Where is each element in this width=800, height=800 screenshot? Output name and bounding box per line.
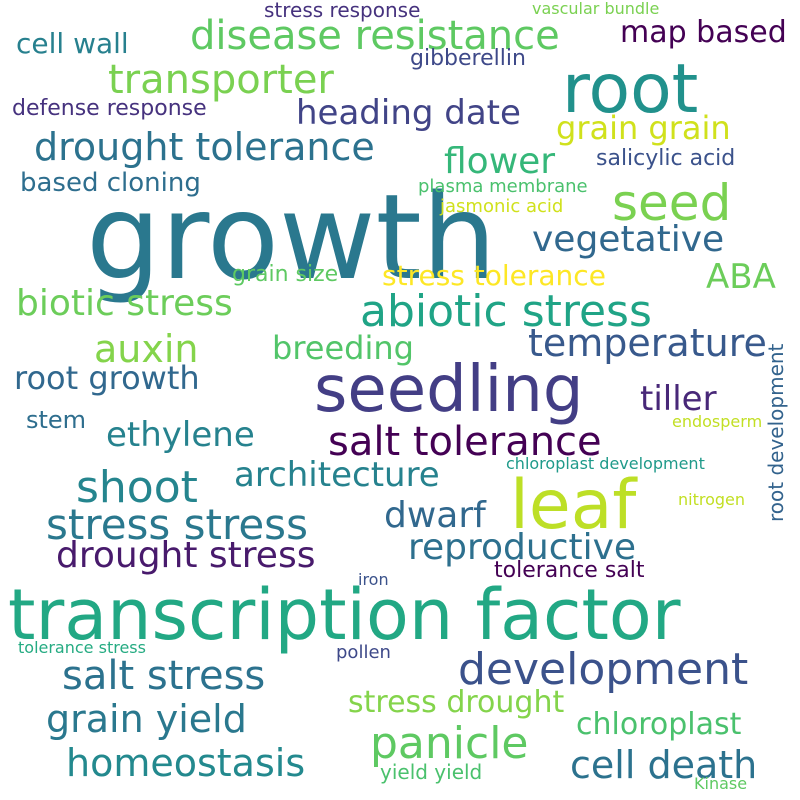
word-growth: growth [86,168,497,306]
word-tiller: tiller [640,379,717,419]
word-based-cloning: based cloning [20,168,201,198]
word-chloroplast: chloroplast [576,707,742,742]
word-defense-response: defense response [12,96,207,121]
word-stem: stem [26,406,87,434]
word-flower: flower [444,141,556,182]
word-vegetative: vegetative [532,219,725,260]
word-panicle: panicle [370,718,529,769]
word-map-based: map based [620,15,787,50]
word-tolerance-salt: tolerance salt [494,558,645,583]
word-iron: iron [358,570,389,589]
word-nitrogen: nitrogen [678,490,746,509]
word-plasma-membrane: plasma membrane [418,176,588,197]
word-architecture: architecture [234,455,440,495]
word-pollen: pollen [336,642,391,663]
word-stress-drought: stress drought [348,685,565,720]
word-ethylene: ethylene [106,415,255,455]
word-disease-resistance: disease resistance [190,13,560,59]
word-heading-date: heading date [296,93,521,133]
word-transporter: transporter [108,57,334,103]
word-aba: ABA [706,257,776,297]
word-seed: seed [612,174,732,232]
word-breeding: breeding [272,329,414,367]
word-gibberellin: gibberellin [410,46,526,71]
word-stress-response: stress response [264,0,421,22]
word-yield-yield: yield yield [380,760,483,784]
word-kinase: Kinase [694,774,748,793]
word-temperature: temperature [528,321,767,365]
word-homeostasis: homeostasis [66,741,306,785]
word-drought-stress: drought stress [56,535,316,576]
word-grain-grain: grain grain [556,109,731,147]
word-root: root [562,50,699,129]
word-tolerance-stress: tolerance stress [18,638,146,657]
word-salt-stress: salt stress [62,653,266,699]
word-abiotic-stress: abiotic stress [360,286,652,337]
word-cell-death: cell death [570,743,758,787]
word-shoot: shoot [76,462,198,513]
word-salt-tolerance: salt tolerance [328,419,602,465]
word-drought-tolerance: drought tolerance [34,125,375,169]
word-development: development [458,644,749,695]
word-vascular-bundle: vascular bundle [532,0,660,18]
word-auxin: auxin [94,327,199,371]
word-cell-wall: cell wall [16,27,129,60]
word-chloroplast-development: chloroplast development [506,454,705,473]
word-endosperm: endosperm [672,412,763,431]
word-grain-yield: grain yield [46,697,247,741]
word-stress-tolerance: stress tolerance [382,259,606,292]
word-stress-stress: stress stress [46,500,308,549]
word-root-development: root development [764,343,788,522]
word-seedling: seedling [314,353,584,427]
word-salicylic-acid: salicylic acid [596,146,736,171]
word-transcription-factor: transcription factor [8,574,681,656]
word-biotic-stress: biotic stress [16,283,233,324]
word-jasmonic-acid: jasmonic acid [440,196,564,217]
word-dwarf: dwarf [384,495,486,536]
word-root-growth: root growth [14,359,200,397]
word-reproductive: reproductive [408,527,637,568]
word-leaf: leaf [510,466,637,545]
word-grain-size: grain size [232,262,339,287]
